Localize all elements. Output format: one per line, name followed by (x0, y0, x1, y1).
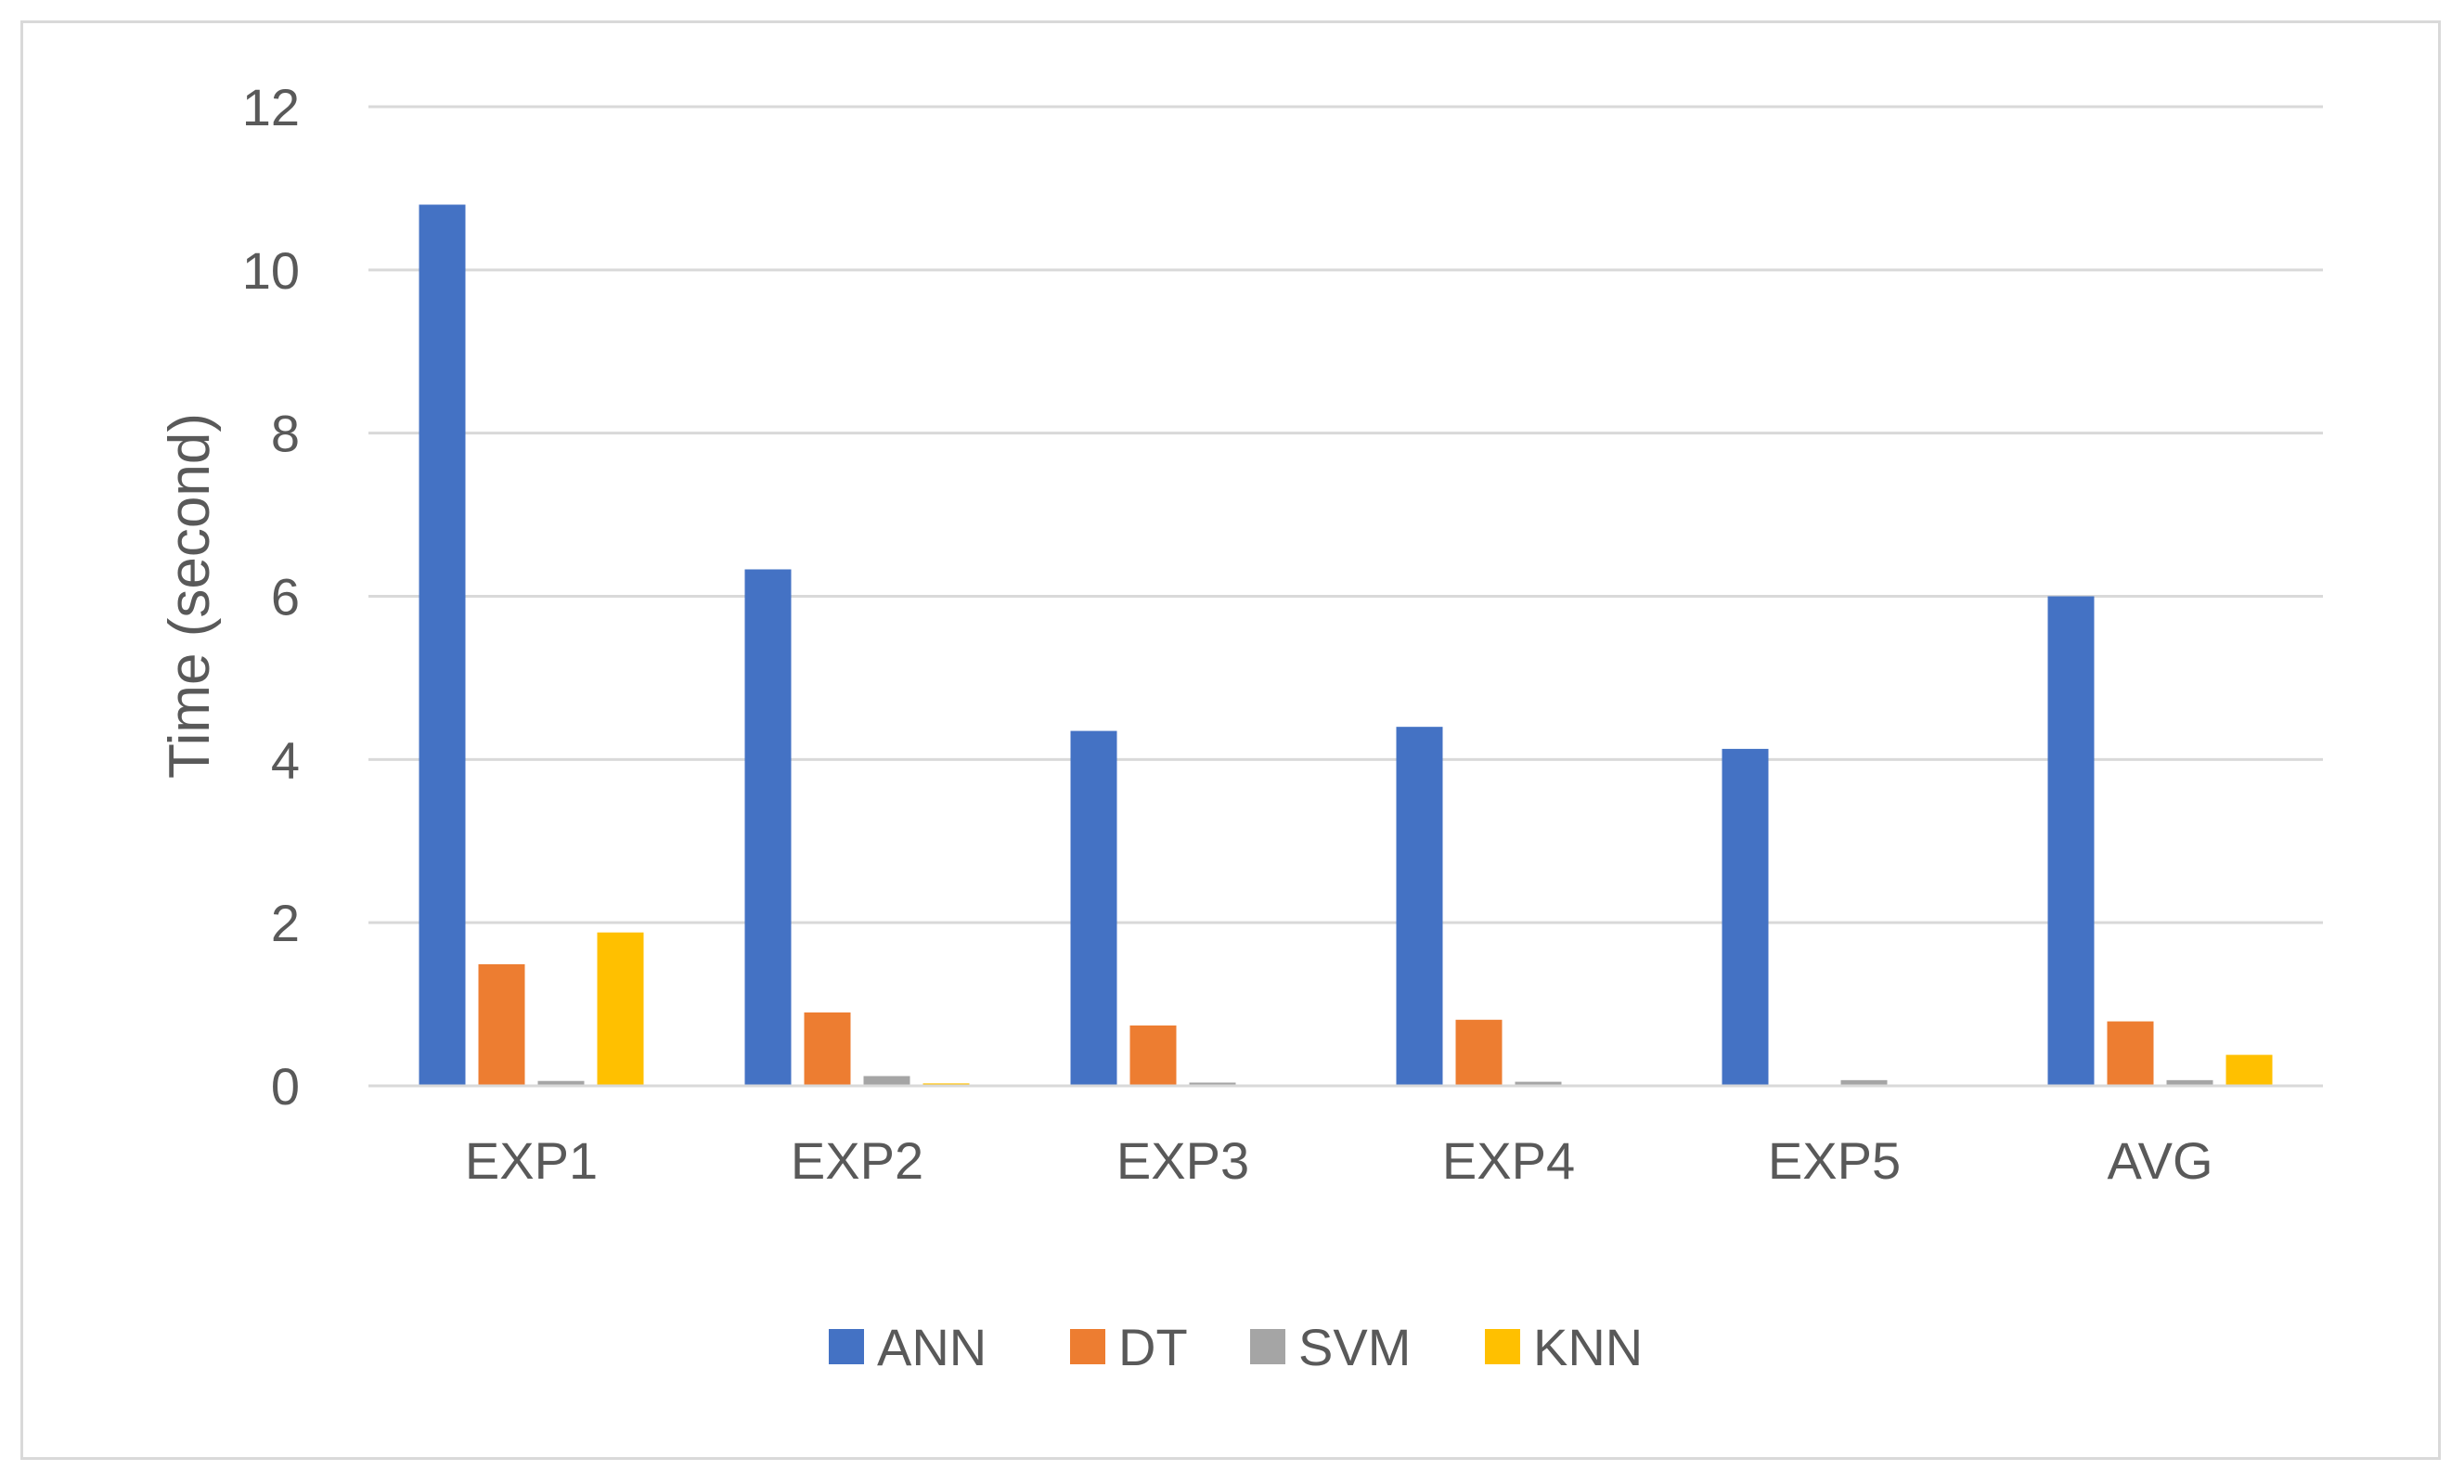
chart-frame: 0 2 4 6 8 10 12 EXP1 EXP2 EXP3 EXP4 EXP5 AVG Time (… (20, 20, 2441, 1460)
bar-chart: 0 2 4 6 8 10 12 EXP1 EXP2 EXP3 EXP4 EXP5 AVG Time (… (158, 78, 2323, 1376)
x-axis-ticks: EXP1 EXP2 EXP3 EXP4 EXP5 AVG (465, 1131, 2213, 1190)
legend-label: KNN (1533, 1318, 1643, 1376)
bars (419, 204, 2273, 1086)
bar-ann-exp3 (1070, 730, 1117, 1086)
bar-dt-exp1 (478, 964, 525, 1086)
bar-svm-exp1 (537, 1080, 585, 1086)
bar-ann-avg (2047, 596, 2095, 1086)
bar-dt-exp2 (804, 1012, 851, 1086)
bar-dt-avg (2107, 1021, 2154, 1086)
legend-item-svm: SVM (1250, 1318, 1411, 1376)
y-tick-label: 10 (242, 241, 300, 300)
bar-svm-exp4 (1515, 1081, 1562, 1086)
bar-dt-exp3 (1129, 1025, 1177, 1086)
bar-dt-exp4 (1455, 1019, 1503, 1086)
x-tick-label: EXP5 (1768, 1131, 1901, 1190)
legend-label: ANN (877, 1318, 987, 1376)
y-tick-label: 8 (271, 405, 300, 463)
gridlines (368, 105, 2323, 924)
y-axis-label: Time (second) (158, 413, 222, 779)
legend-swatch-svm (1250, 1329, 1285, 1364)
bar-ann-exp4 (1396, 727, 1443, 1086)
bar-svm-avg (2166, 1079, 2213, 1086)
legend: ANN DT SVM KNN (829, 1318, 1643, 1376)
x-tick-label: EXP4 (1442, 1131, 1575, 1190)
bar-svm-exp5 (1840, 1079, 1888, 1086)
y-tick-label: 2 (271, 894, 300, 952)
bar-ann-exp5 (1722, 748, 1769, 1086)
y-axis-ticks: 0 2 4 6 8 10 12 (242, 78, 300, 1116)
bar-svm-exp2 (863, 1076, 910, 1086)
legend-label: DT (1118, 1318, 1188, 1376)
legend-item-dt: DT (1070, 1318, 1188, 1376)
bar-svm-exp3 (1189, 1082, 1236, 1086)
y-tick-label: 12 (242, 78, 300, 136)
x-tick-label: EXP3 (1116, 1131, 1249, 1190)
y-tick-label: 0 (271, 1057, 300, 1116)
y-tick-label: 4 (271, 730, 300, 789)
bar-ann-exp1 (419, 204, 466, 1086)
x-tick-label: AVG (2107, 1131, 2212, 1190)
legend-item-ann: ANN (829, 1318, 987, 1376)
bar-ann-exp2 (744, 569, 792, 1086)
legend-swatch-dt (1070, 1329, 1105, 1364)
legend-label: SVM (1298, 1318, 1411, 1376)
legend-swatch-ann (829, 1329, 864, 1364)
x-tick-label: EXP2 (791, 1131, 923, 1190)
legend-swatch-knn (1485, 1329, 1520, 1364)
bar-knn-avg (2225, 1054, 2273, 1086)
legend-item-knn: KNN (1485, 1318, 1643, 1376)
bar-knn-exp1 (597, 932, 644, 1086)
y-tick-label: 6 (271, 568, 300, 626)
x-tick-label: EXP1 (465, 1131, 598, 1190)
